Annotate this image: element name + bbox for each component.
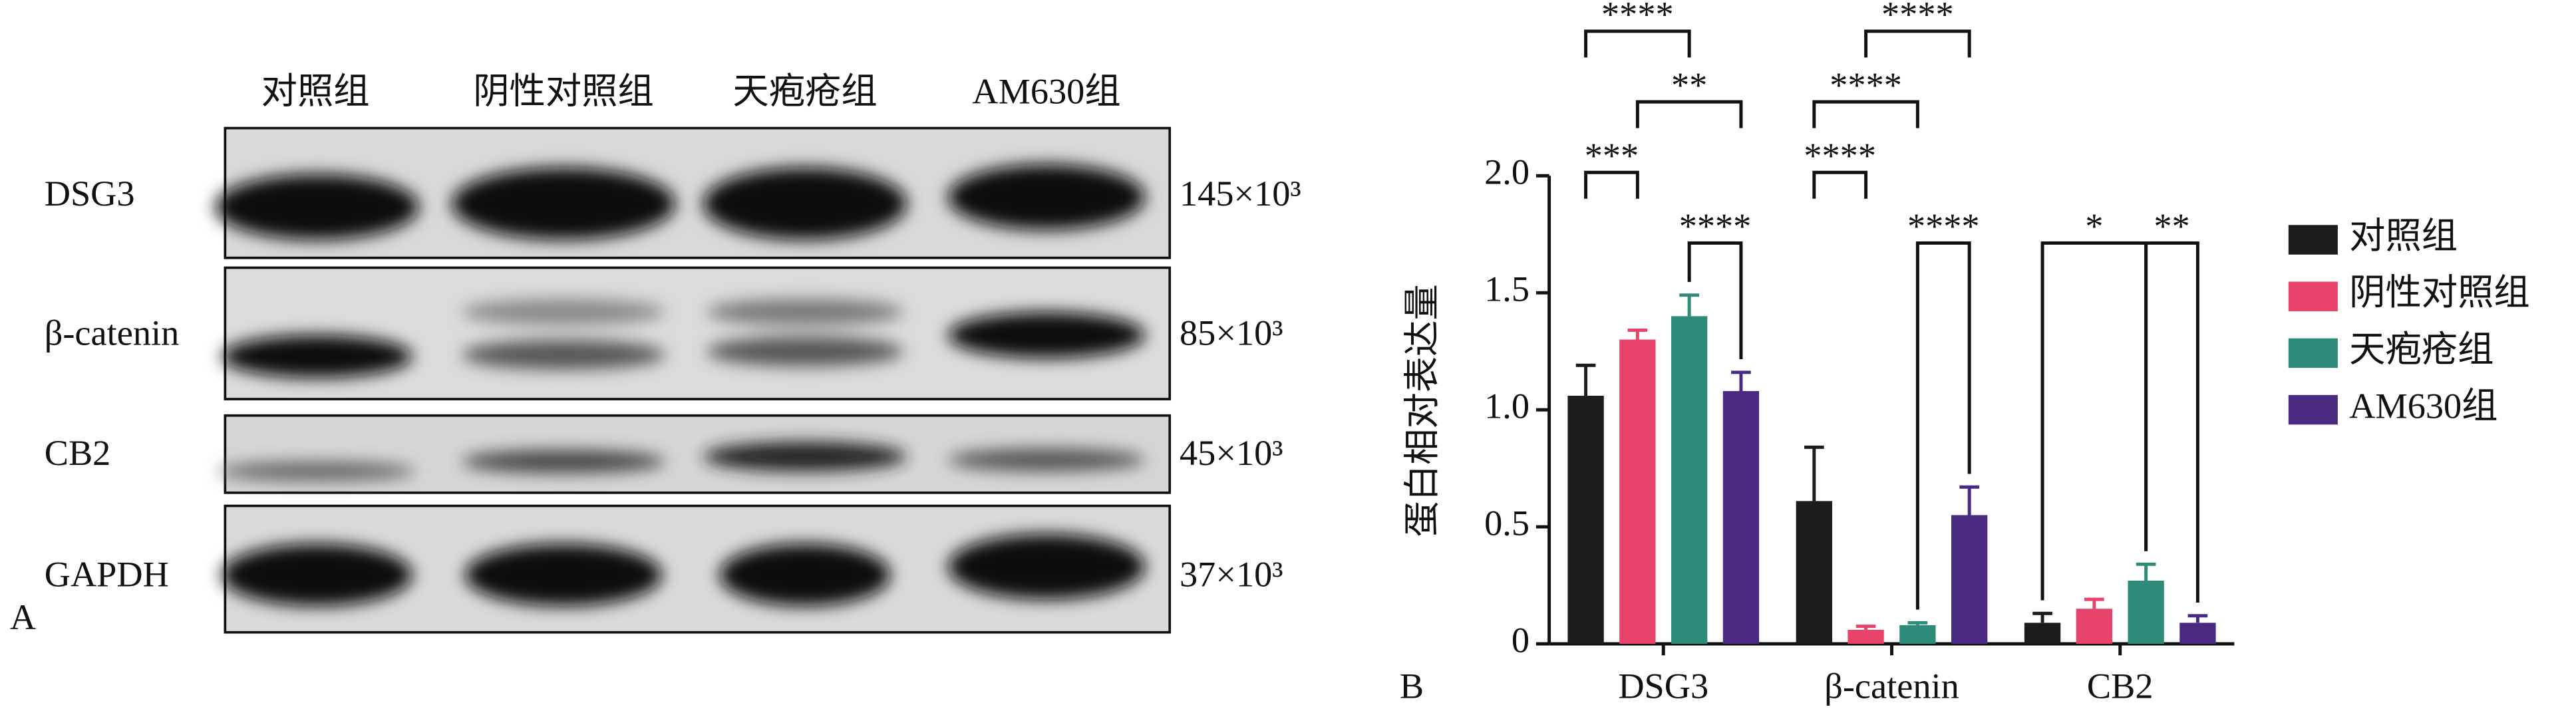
y-tick-label: 0.5 — [1484, 504, 1530, 543]
error-bar — [1575, 363, 1596, 396]
bar — [1848, 629, 1884, 644]
significance-label: **** — [1804, 136, 1876, 176]
bar — [2076, 609, 2112, 644]
bar — [2128, 580, 2164, 644]
row-label: DSG3 — [45, 174, 135, 214]
column-label: 天疱疮组 — [732, 72, 877, 112]
bar — [2179, 623, 2216, 644]
weight-label: 145×10³ — [1180, 174, 1301, 214]
bar — [1567, 395, 1604, 644]
significance-bracket — [1915, 241, 1971, 610]
significance-bracket — [2040, 241, 2148, 601]
significance-bracket — [1635, 100, 1743, 128]
bands — [215, 164, 1146, 240]
legend-swatch — [2288, 281, 2338, 311]
significance-label: ** — [1671, 65, 1707, 105]
bands — [222, 299, 1146, 378]
panel-label: A — [10, 597, 36, 637]
error-bar — [1627, 328, 1648, 340]
bar — [2024, 623, 2061, 644]
legend-label: 天疱疮组 — [2349, 329, 2494, 369]
row-label: β-catenin — [45, 313, 180, 353]
significance-label: **** — [1679, 206, 1752, 246]
legend-swatch — [2288, 394, 2338, 425]
legend-label: 阴性对照组 — [2349, 273, 2530, 313]
weight-label: 85×10³ — [1180, 313, 1283, 353]
legend-label: 对照组 — [2349, 216, 2458, 256]
error-bar — [1907, 621, 1928, 625]
bar — [1619, 339, 1656, 644]
row-label: CB2 — [45, 433, 111, 473]
column-label: AM630组 — [972, 72, 1120, 112]
error-bar — [1855, 625, 1876, 630]
y-tick-label: 1.0 — [1484, 386, 1530, 426]
legend-swatch — [2288, 225, 2338, 255]
bar — [1722, 390, 1760, 644]
panel-label: B — [1400, 666, 1424, 706]
y-tick-label: 2.0 — [1484, 152, 1530, 192]
significance-label: **** — [1830, 65, 1902, 105]
error-bar — [1679, 293, 1699, 317]
error-bar — [2084, 597, 2104, 609]
significance-label: ** — [2154, 206, 2189, 246]
significance-bracket — [1812, 170, 1868, 199]
western-blot: A 对照组 阴性对照组 天疱疮组 AM630组 DSG3 β-catenin C… — [10, 72, 1301, 637]
significance-bracket — [1687, 241, 1743, 360]
row-label: GAPDH — [45, 555, 169, 595]
significance-bracket — [1812, 100, 1919, 128]
legend-swatch — [2288, 338, 2338, 368]
column-label: 阴性对照组 — [473, 72, 654, 112]
significance-bracket — [1584, 170, 1639, 199]
blot-strip — [224, 414, 1172, 494]
y-axis-label: 蛋白相对表达量 — [1402, 284, 1442, 537]
significance-label: **** — [1601, 0, 1674, 35]
bands — [218, 442, 1146, 482]
weight-label: 45×10³ — [1180, 433, 1283, 473]
significance-label: **** — [1907, 206, 1980, 246]
significance-bracket — [1584, 29, 1691, 58]
bar — [1796, 501, 1832, 644]
x-tick-label: β-catenin — [1824, 666, 1959, 706]
significance-label: *** — [1585, 136, 1639, 176]
significance-label: **** — [1881, 0, 1954, 35]
x-tick-label: DSG3 — [1618, 666, 1708, 706]
significance-label: * — [2085, 206, 2103, 246]
x-tick-label: CB2 — [2087, 666, 2154, 706]
error-bar — [1731, 370, 1751, 391]
error-bar — [1959, 485, 1979, 515]
error-bar — [1804, 445, 1824, 502]
y-tick-label: 0 — [1512, 620, 1530, 660]
y-tick-label: 1.5 — [1484, 269, 1530, 309]
significance-bracket — [2144, 241, 2199, 603]
bar — [1899, 625, 1936, 644]
column-label: 对照组 — [261, 72, 370, 112]
weight-label: 37×10³ — [1180, 555, 1283, 595]
bands — [222, 533, 1146, 607]
error-bar — [2187, 614, 2208, 623]
significance-bracket — [1864, 29, 1971, 58]
legend-label: AM630组 — [2349, 386, 2497, 426]
bar — [1951, 515, 1988, 644]
error-bar — [2032, 611, 2052, 623]
error-bar — [2136, 562, 2156, 581]
bar — [1671, 316, 1708, 644]
